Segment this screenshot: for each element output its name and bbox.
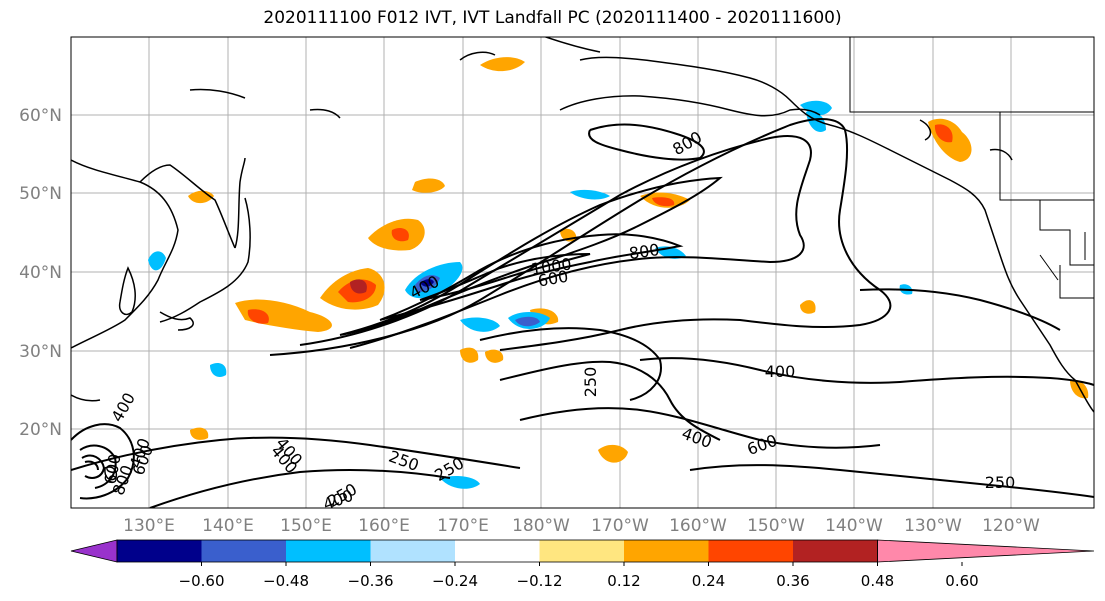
longitude-labels: 130°E 140°E 150°E 160°E 170°E 180°W 170°W 160°W… (123, 516, 1040, 536)
colorbar-tick-label: −0.36 (348, 572, 394, 590)
contour-600 (339, 176, 723, 336)
colorbar-tick-label: 0.60 (945, 572, 978, 590)
lon-tick-label: 170°W (591, 516, 649, 536)
lon-tick-label: 160°E (358, 516, 410, 536)
lon-tick-label: 130°E (123, 516, 175, 536)
colorbar (70, 539, 1095, 563)
contour-label: 400 (765, 362, 796, 381)
lon-tick-label: 140°W (825, 516, 883, 536)
latitude-labels: 60°N 50°N 40°N 30°N 20°N (19, 106, 62, 440)
lat-tick-label: 30°N (19, 342, 62, 362)
lon-tick-label: 120°W (982, 516, 1040, 536)
lon-tick-label: 180°W (512, 516, 570, 536)
negative-anomalies (148, 100, 913, 489)
contour-800 (379, 233, 684, 321)
colorbar-tick-label: 0.36 (776, 572, 809, 590)
colorbar-segment (624, 540, 709, 562)
colorbar-segment (286, 540, 371, 562)
lat-tick-label: 40°N (19, 263, 62, 283)
colorbar-segment (201, 540, 286, 562)
colorbar-under-arrow (70, 539, 118, 563)
colorbar-tick-labels: −0.60 −0.48 −0.36 −0.24 −0.12 0.12 0.24 0.36 0.4… (179, 562, 979, 590)
coastlines (71, 37, 1094, 481)
lat-tick-label: 60°N (19, 106, 62, 126)
colorbar-tick-label: 0.12 (607, 572, 640, 590)
lon-tick-label: 130°W (904, 516, 962, 536)
lat-tick-label: 20°N (19, 420, 62, 440)
colorbar-tick-label: 0.48 (861, 572, 894, 590)
map-title: 2020111100 F012 IVT, IVT Landfall PC (20… (263, 8, 842, 28)
lon-tick-label: 150°W (747, 516, 805, 536)
colorbar-segment (455, 540, 540, 562)
colorbar-segment (708, 540, 793, 562)
map-frame (70, 36, 1095, 509)
lon-tick-label: 160°W (669, 516, 727, 536)
lat-tick-label: 50°N (19, 184, 62, 204)
colorbar-segment (539, 540, 624, 562)
contour-1000 (419, 253, 591, 301)
gridlines (71, 37, 1094, 508)
lon-tick-label: 140°E (202, 516, 254, 536)
contour-label: 800 (628, 240, 661, 263)
contour-label: 250 (581, 367, 600, 398)
colorbar-outline (116, 539, 878, 563)
colorbar-tick-label: −0.60 (179, 572, 225, 590)
colorbar-tick-label: −0.12 (517, 572, 563, 590)
contour-250 (269, 118, 892, 356)
contour-label: 250 (985, 473, 1016, 492)
lon-tick-label: 150°E (280, 516, 332, 536)
political-borders (849, 37, 1094, 299)
colorbar-tick-label: −0.24 (432, 572, 478, 590)
colorbar-segment (117, 540, 202, 562)
ivt-anomaly-shading (148, 57, 1089, 489)
contour-400 (299, 135, 812, 349)
colorbar-over-arrow (877, 539, 1095, 563)
colorbar-tick-label: 0.24 (692, 572, 725, 590)
lon-tick-label: 170°E (437, 516, 489, 536)
ivt-contours (71, 118, 1094, 508)
colorbar-segment (370, 540, 455, 562)
colorbar-tick-label: −0.48 (263, 572, 309, 590)
colorbar-segment (793, 540, 878, 562)
